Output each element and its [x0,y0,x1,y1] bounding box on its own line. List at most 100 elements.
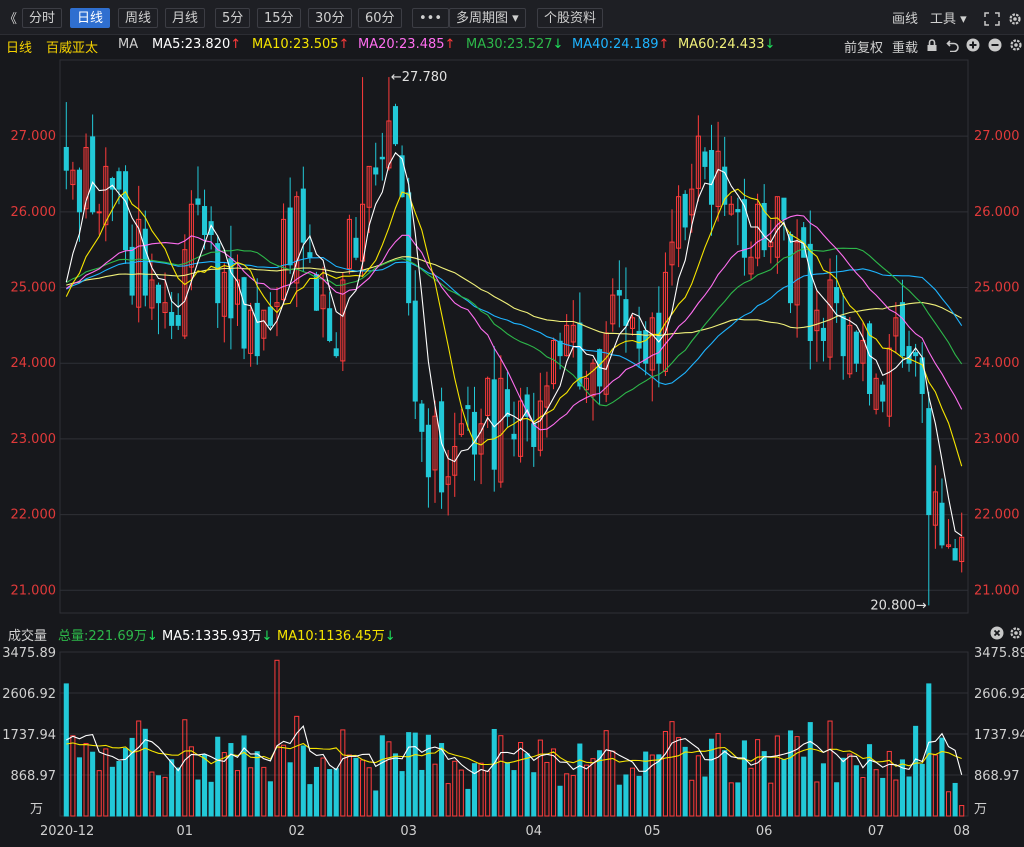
ma40-line [66,256,963,385]
volume-bar [564,773,570,817]
volume-bar [873,769,879,817]
date-label: 02 [288,824,305,839]
lock-icon[interactable] [926,39,938,52]
volume-bar [715,733,721,817]
volume-settings-icon[interactable] [1009,626,1023,640]
candle-body [419,403,425,432]
period-tab-2[interactable]: 周线 [118,8,159,28]
candle-body [313,274,320,311]
period-tab-8[interactable]: ••• [412,8,450,28]
price-tick-left: 25.000 [11,281,57,296]
period-tab-6[interactable]: 30分 [308,8,352,28]
candle-body [728,203,734,215]
volume-bar [419,769,425,817]
price-tick-right: 25.000 [974,281,1020,296]
period-tab-0[interactable]: 分时 [22,8,63,28]
date-label: 05 [644,824,661,839]
candle-body [741,199,747,258]
volume-bar [860,776,866,817]
volume-bar [366,767,372,817]
price-chart[interactable]: 27.000 27.000 26.000 26.000 25.000 25.000 24.0… [0,56,1024,622]
volume-bar [379,735,385,817]
volume-bar [794,736,800,817]
draw-line-button[interactable]: 画线 [892,12,919,27]
volume-bar [781,759,787,817]
candle-body [399,155,405,198]
candle-body [425,424,431,478]
volume-bar [952,782,958,817]
volume-bar [570,774,576,817]
candle-body [478,423,484,455]
volume-bar [550,748,557,817]
price-tick-left: 26.000 [11,205,57,220]
volume-bar [768,782,774,817]
volume-bar [722,750,728,817]
volume-bar [116,761,122,817]
volume-bar [155,775,162,817]
volume-bar [188,746,194,817]
price-tick-left: 24.000 [11,356,57,371]
volume-bar [748,767,754,817]
candle-body [787,234,794,304]
period-tab-7[interactable]: 60分 [358,8,402,28]
candle-body [511,433,517,440]
settings-icon[interactable] [1008,12,1022,26]
volume-bar [182,719,188,817]
close-volume-icon[interactable] [990,626,1004,640]
volume-bar [313,766,320,817]
candle-body [445,476,451,485]
candle-body [155,284,162,304]
candle-body [761,202,767,251]
volume-ma5-line [66,724,963,775]
candle-body [676,196,682,249]
zoom-out-icon[interactable] [988,38,1002,52]
period-tab-5[interactable]: 15分 [257,8,301,28]
price-tick-right: 27.000 [974,129,1020,144]
volume-bar [360,759,366,817]
volume-tick-left: 1737.94 [2,728,56,743]
volume-tick-right: 868.97 [974,769,1020,784]
volume-bar [241,735,247,817]
candle-body [109,178,115,190]
volume-bar [814,781,820,817]
volume-bar [136,720,142,817]
volume-unit-right: 万 [974,802,987,817]
volume-bar [208,781,214,817]
volume-bar [491,728,497,817]
undo-icon[interactable] [946,39,960,52]
price-tick-left: 22.000 [11,508,57,523]
date-label: 08 [953,824,970,839]
price-tick-left: 23.000 [11,432,57,447]
collapse-icon[interactable]: 《 [4,12,18,27]
candle-body [814,309,820,332]
candle-body [669,241,675,266]
candle-body [96,211,102,214]
high-price-annotation: ←27.780 [391,70,447,85]
volume-bar [774,735,780,817]
adjust-button[interactable]: 前复权 [844,41,884,56]
candle-body [781,197,787,220]
tools-dropdown[interactable]: 工具 ▾ [930,12,967,27]
date-label: 06 [756,824,773,839]
period-tab-9[interactable]: 多周期图 ▾ [449,8,526,28]
volume-bar [597,750,603,817]
period-tab-10[interactable]: 个股资料 [537,8,604,28]
candle-body [682,193,688,228]
candle-body [471,411,478,455]
candle-body [76,169,83,213]
candle-body [215,243,221,304]
period-tab-3[interactable]: 月线 [165,8,206,28]
ma-settings-icon[interactable] [1009,38,1023,52]
overlay-button[interactable]: 重载 [892,41,919,56]
candle-body [544,385,550,408]
candle-body [386,120,392,169]
candle-body [840,315,846,357]
period-tab-1[interactable]: 日线 [70,8,111,28]
candle-body [557,340,563,357]
volume-bar [471,763,478,817]
period-tab-4[interactable]: 5分 [215,8,251,28]
zoom-in-icon[interactable] [966,38,980,52]
fullscreen-icon[interactable] [984,12,1000,26]
volume-chart[interactable]: 3475.89 3475.89 2606.92 2606.92 1737.94 1737.… [0,644,1024,847]
candle-body [860,340,866,364]
